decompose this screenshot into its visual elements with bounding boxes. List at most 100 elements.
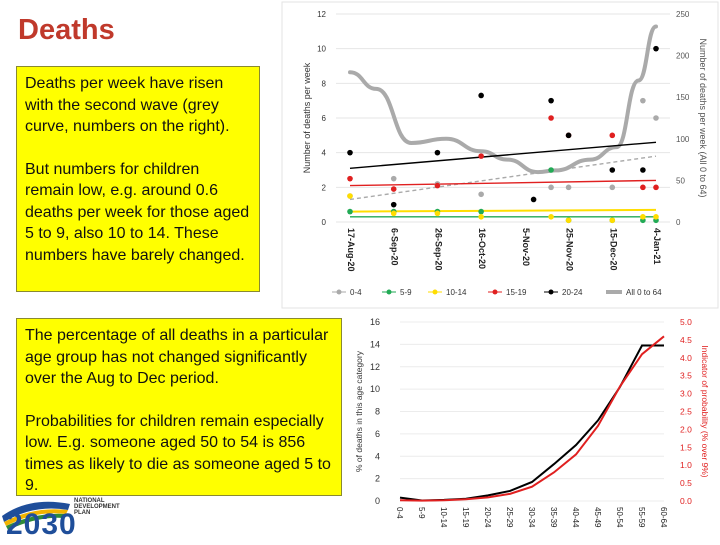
legend-swatch-dot xyxy=(336,289,342,295)
x-tick-label: 50-54 xyxy=(615,507,624,528)
y2-tick-label: 100 xyxy=(676,135,690,144)
x-tick-label: 15-Dec-20 xyxy=(608,228,618,271)
data-point-20-24 xyxy=(530,196,537,203)
x-tick-label: 5-Nov-20 xyxy=(521,228,531,266)
x-tick-label: 0-4 xyxy=(395,507,404,519)
y-tick-label: 4 xyxy=(322,149,327,158)
logo-line-3: PLAN xyxy=(74,510,91,516)
data-point-20-24 xyxy=(565,132,572,139)
data-point-20-24 xyxy=(653,45,659,52)
data-point-15-19 xyxy=(390,186,397,192)
legend-label: 15-19 xyxy=(506,288,527,297)
data-point-10-14 xyxy=(653,214,659,220)
y2-tick-label: 5.0 xyxy=(680,317,692,327)
x-tick-label: 17-Aug-20 xyxy=(346,228,356,272)
data-point-20-24 xyxy=(640,167,646,173)
data-point-10-14 xyxy=(548,214,554,220)
summary-box-top: Deaths per week have risen with the seco… xyxy=(16,66,260,292)
data-point-0-4 xyxy=(390,175,397,182)
summary-paragraph-4: Probabilities for children remain especi… xyxy=(25,412,331,495)
legend-label: 0-4 xyxy=(350,288,362,297)
x-tick-label: 10-14 xyxy=(439,507,448,528)
data-point-15-19 xyxy=(548,115,554,121)
data-point-15-19 xyxy=(347,175,353,182)
summary-paragraph-3: The percentage of all deaths in a partic… xyxy=(25,327,329,387)
y-tick-label: 6 xyxy=(375,429,380,439)
series-line-probability xyxy=(399,335,665,502)
legend-label: All 0 to 64 xyxy=(626,288,662,297)
legend-swatch-dot xyxy=(548,289,554,295)
summary-paragraph-1: Deaths per week have risen with the seco… xyxy=(25,75,230,135)
y2-tick-label: 0.5 xyxy=(680,478,692,488)
y2-tick-label: 1.0 xyxy=(680,460,692,470)
x-tick-label: 45-49 xyxy=(593,507,602,528)
series-line-all-0-to-64 xyxy=(348,24,658,175)
x-tick-label: 20-24 xyxy=(483,507,492,528)
weekly-deaths-chart: 0 2 4 6 8 10 12 0 50 100 150 200 250 Number of deaths… xyxy=(280,0,720,310)
y-tick-label: 6 xyxy=(322,114,327,123)
legend-label: 10-14 xyxy=(446,288,467,297)
y2-tick-label: 0 xyxy=(676,218,681,227)
y2-tick-label: 50 xyxy=(676,176,685,185)
y-tick-label: 8 xyxy=(375,407,380,417)
y-tick-label: 2 xyxy=(322,183,327,192)
y-tick-label: 8 xyxy=(322,79,327,88)
y-tick-label: 12 xyxy=(317,10,326,19)
legend-label: 5-9 xyxy=(400,288,412,297)
y2-tick-label: 150 xyxy=(676,93,690,102)
trend-line xyxy=(349,155,657,201)
y-tick-label: 16 xyxy=(370,317,380,327)
logo-line-2: DEVELOPMENT xyxy=(74,504,120,510)
data-point-5-9 xyxy=(478,208,484,215)
legend-swatch-dot xyxy=(386,289,392,295)
y2-tick-label: 3.5 xyxy=(680,371,692,381)
data-point-20-24 xyxy=(478,92,484,99)
legend-label: 20-24 xyxy=(562,288,583,297)
y2-tick-label: 3.0 xyxy=(680,389,692,399)
y2-tick-label: 200 xyxy=(676,52,690,61)
x-tick-label: 35-39 xyxy=(549,507,558,528)
x-tick-label: 15-19 xyxy=(461,507,470,528)
x-tick-label: 55-59 xyxy=(637,507,646,528)
y-tick-label: 10 xyxy=(370,384,380,394)
chart-background xyxy=(344,310,720,540)
data-point-15-19 xyxy=(434,182,441,189)
y-tick-label: 2 xyxy=(375,474,380,484)
data-point-10-14 xyxy=(565,217,572,224)
x-tick-label: 60-64 xyxy=(659,507,668,528)
data-point-10-14 xyxy=(478,214,484,220)
data-point-10-14 xyxy=(609,217,616,224)
x-tick-label: 5-9 xyxy=(417,507,426,519)
data-point-0-4 xyxy=(478,191,484,198)
x-tick-label: 30-34 xyxy=(527,507,536,528)
x-tick-label: 26-Sep-20 xyxy=(433,228,443,271)
age-distribution-chart: 0 2 4 6 8 10 12 14 16 0.0 0.5 1.0 1.5 2.0 2.5 3.0 3.5 4.0… xyxy=(344,310,720,540)
x-tick-label: 40-44 xyxy=(571,507,580,528)
summary-paragraph-2: But numbers for children remain low, e.g… xyxy=(25,160,250,264)
y2-tick-label: 2.5 xyxy=(680,407,692,417)
data-point-20-24 xyxy=(609,167,616,173)
data-point-10-14 xyxy=(347,193,353,199)
data-point-10-14 xyxy=(390,210,397,217)
data-point-15-19 xyxy=(478,153,484,159)
data-point-5-9 xyxy=(548,167,554,173)
y2-tick-label: 0.0 xyxy=(680,496,692,506)
y2-tick-label: 4.5 xyxy=(680,335,692,345)
data-point-20-24 xyxy=(390,201,397,208)
data-point-0-4 xyxy=(565,184,572,191)
weekly-deaths-chart-svg: 0 2 4 6 8 10 12 0 50 100 150 200 250 Number of deaths… xyxy=(281,1,719,309)
trend-line xyxy=(349,208,657,213)
y2-tick-label: 4.0 xyxy=(680,353,692,363)
data-point-10-14 xyxy=(434,210,441,217)
data-point-15-19 xyxy=(609,132,616,139)
legend-swatch-dot xyxy=(432,289,438,295)
age-distribution-chart-svg: 0 2 4 6 8 10 12 14 16 0.0 0.5 1.0 1.5 2.0 2.5 3.0 3.5 4.0… xyxy=(344,310,720,540)
data-point-20-24 xyxy=(434,149,441,156)
data-point-0-4 xyxy=(640,97,646,104)
y-tick-label: 0 xyxy=(322,218,327,227)
y2-tick-label: 1.5 xyxy=(680,442,692,452)
data-point-15-19 xyxy=(640,184,646,191)
y2-axis-title: Number of deaths per week (All 0 to 64) xyxy=(698,38,708,197)
y-tick-label: 4 xyxy=(375,451,380,461)
y-tick-label: 14 xyxy=(370,339,380,349)
